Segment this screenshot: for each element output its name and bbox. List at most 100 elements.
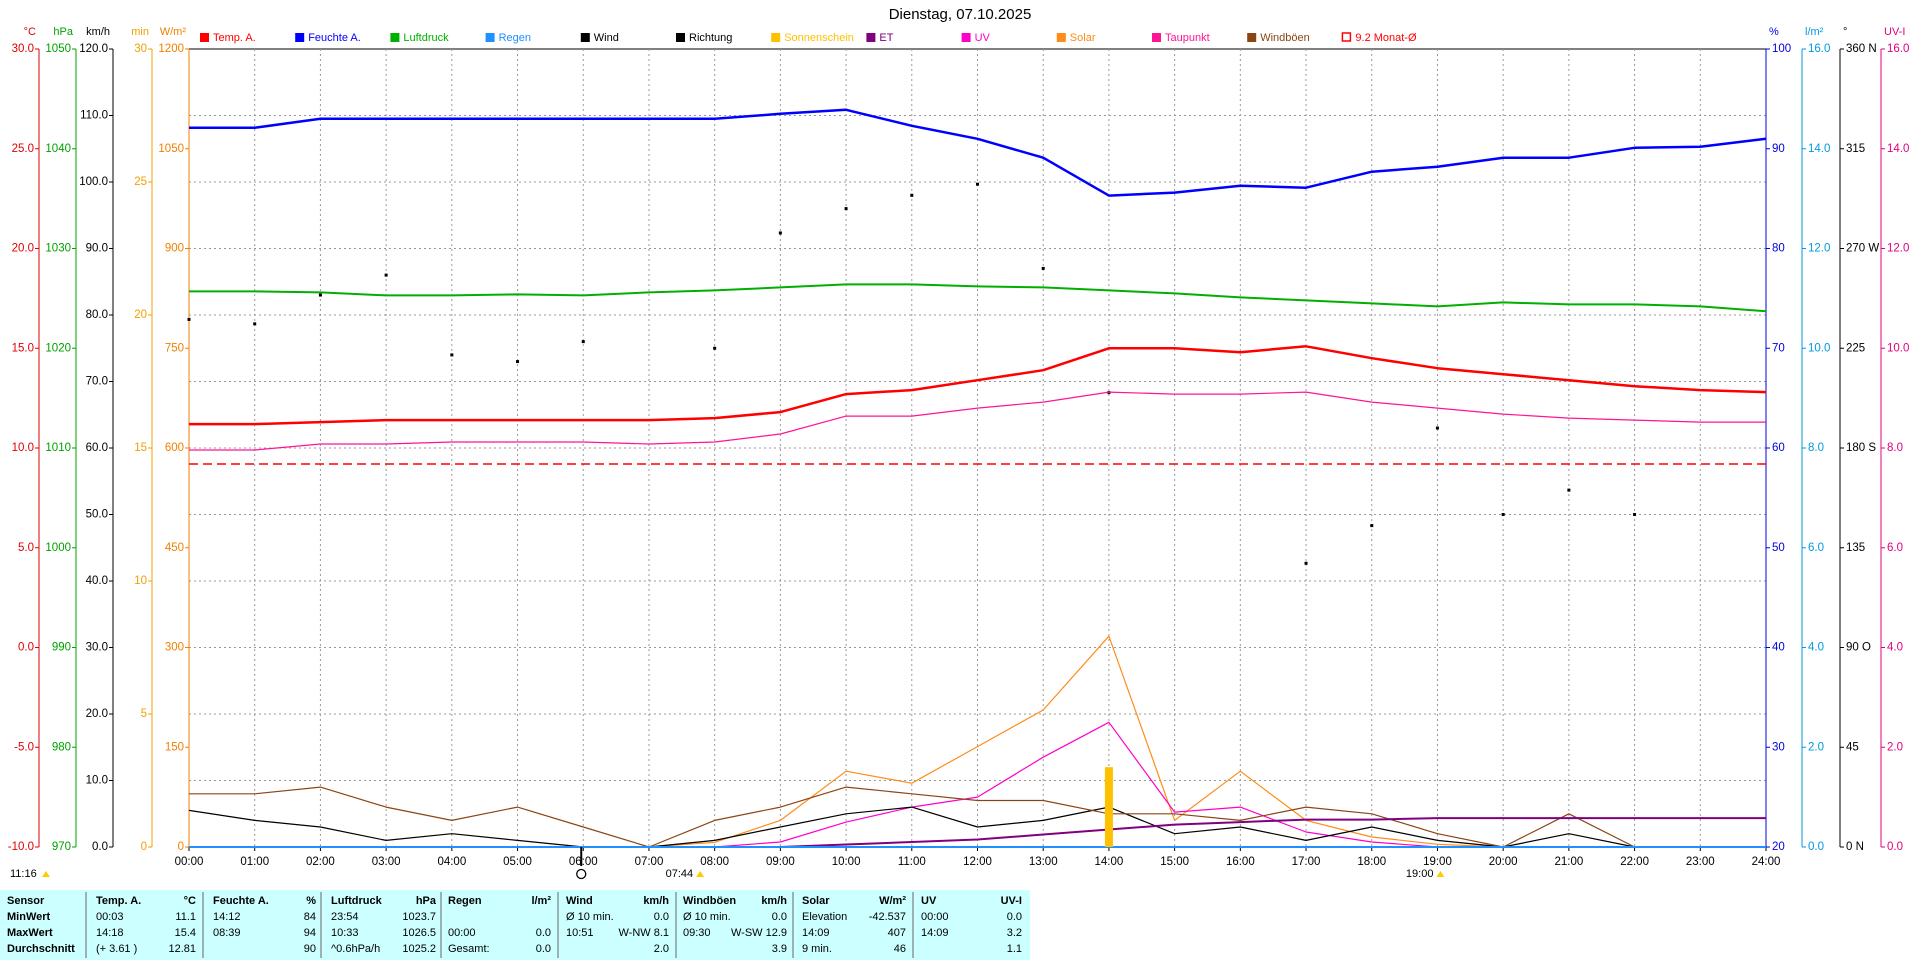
table-cell: 14:09 <box>921 927 949 939</box>
table-cell: MinWert <box>7 911 51 923</box>
legend-marker <box>1341 32 1352 42</box>
y-tick-label: 970 <box>52 841 71 853</box>
y-tick-label: 15.0 <box>12 342 34 354</box>
table-cell: Ø 10 min. <box>566 911 614 923</box>
scatter-point <box>910 193 914 197</box>
bar <box>1104 767 1113 847</box>
legend-marker <box>961 33 971 42</box>
y-tick-label: 450 <box>165 542 184 554</box>
scatter-point <box>384 273 388 277</box>
table-cell: Sensor <box>7 895 45 907</box>
scatter-point <box>1435 426 1439 430</box>
y-tick-label: 135 <box>1846 542 1865 554</box>
axis-unit: UV-I <box>1884 26 1905 38</box>
x-tick-label: 17:00 <box>1292 856 1321 868</box>
table-cell: 1023.7 <box>402 911 436 923</box>
table-cell: 0.0 <box>536 927 551 939</box>
axis-unit: W/m² <box>160 26 187 38</box>
y-tick-label: 0.0 <box>92 841 108 853</box>
scatter-point <box>778 231 782 235</box>
legend-label: Feuchte A. <box>308 32 361 44</box>
y-tick-label: 10.0 <box>86 775 108 787</box>
y-tick-label: 315 <box>1846 143 1865 155</box>
y-tick-label: 4.0 <box>1887 642 1903 654</box>
legend-marker <box>676 33 685 42</box>
table-cell: 94 <box>304 927 316 939</box>
table-cell: Luftdruck <box>331 895 383 907</box>
y-tick-label: 1010 <box>45 442 71 454</box>
table-cell: Durchschnitt <box>7 943 75 955</box>
legend-label: Solar <box>1070 32 1096 44</box>
legend-marker <box>485 33 495 42</box>
sunshine-total: 11:16 <box>10 868 37 880</box>
table-cell: ^0.6hPa/h <box>331 943 380 955</box>
table-cell: 3.9 <box>772 943 787 955</box>
legend-marker <box>771 33 781 42</box>
sun-icon <box>1436 871 1445 877</box>
table-cell: Feuchte A. <box>213 895 269 907</box>
axis-unit: ° <box>1843 26 1847 38</box>
y-tick-label: 1040 <box>45 143 71 155</box>
y-tick-label: 20.0 <box>12 243 34 255</box>
y-tick-label: 0.0 <box>18 642 34 654</box>
y-tick-label: 30.0 <box>12 43 34 55</box>
y-tick-label: 90 O <box>1846 642 1871 654</box>
x-tick-label: 05:00 <box>503 856 532 868</box>
y-tick-label: 1050 <box>45 43 71 55</box>
y-tick-label: 600 <box>165 442 184 454</box>
scatter-point <box>1370 524 1374 528</box>
legend-label: Sonnenschein <box>784 32 854 44</box>
x-tick-label: 02:00 <box>306 856 335 868</box>
y-tick-label: 90.0 <box>86 243 108 255</box>
table-cell: l/m² <box>531 895 551 907</box>
table-cell: % <box>306 895 316 907</box>
x-tick-label: 08:00 <box>700 856 729 868</box>
legend-label: Luftdruck <box>403 32 449 44</box>
y-tick-label: 30 <box>1772 741 1785 753</box>
table-cell: 23:54 <box>331 911 359 923</box>
y-tick-label: 40.0 <box>86 575 108 587</box>
table-cell: 00:03 <box>96 911 124 923</box>
table-cell: (+ 3.61 ) <box>96 943 137 955</box>
scatter-point <box>1567 488 1571 492</box>
table-cell: 0.0 <box>654 911 669 923</box>
table-cell: 407 <box>888 927 906 939</box>
series-line <box>189 283 1767 313</box>
y-tick-label: 20 <box>134 309 147 321</box>
y-tick-label: 30.0 <box>86 642 108 654</box>
y-tick-label: 1000 <box>45 542 71 554</box>
y-tick-label: 30 <box>134 43 147 55</box>
y-tick-label: 60.0 <box>86 442 108 454</box>
y-tick-label: 20.0 <box>86 708 108 720</box>
x-tick-label: 11:00 <box>898 856 926 868</box>
y-tick-label: 12.0 <box>1808 243 1830 255</box>
table-cell: 1025.2 <box>402 943 436 955</box>
y-tick-label: 0 <box>141 841 147 853</box>
y-tick-label: 0 N <box>1846 841 1864 853</box>
y-tick-label: -5.0 <box>14 741 34 753</box>
y-tick-label: 1200 <box>158 43 184 55</box>
table-cell: Temp. A. <box>96 895 141 907</box>
y-tick-label: 45 <box>1846 741 1859 753</box>
y-tick-label: 50 <box>1772 542 1785 554</box>
legend-marker <box>295 33 305 42</box>
y-tick-label: 80 <box>1772 243 1785 255</box>
y-tick-label: 70.0 <box>86 376 108 388</box>
scatter-point <box>976 182 979 186</box>
y-tick-label: 12.0 <box>1887 243 1909 255</box>
legend-marker <box>1152 33 1161 42</box>
table-cell: 15.4 <box>175 927 196 939</box>
x-tick-label: 18:00 <box>1357 856 1386 868</box>
scatter-point <box>516 360 520 364</box>
axis-unit: % <box>1769 26 1779 38</box>
axis-unit: hPa <box>53 26 73 38</box>
x-tick-label: 23:00 <box>1686 856 1715 868</box>
y-tick-label: 5.0 <box>18 542 34 554</box>
moon-icon <box>576 868 587 880</box>
y-tick-label: 70 <box>1772 342 1785 354</box>
scatter-point <box>450 353 454 357</box>
y-tick-label: 0.0 <box>1808 841 1824 853</box>
y-tick-label: 8.0 <box>1808 442 1824 454</box>
